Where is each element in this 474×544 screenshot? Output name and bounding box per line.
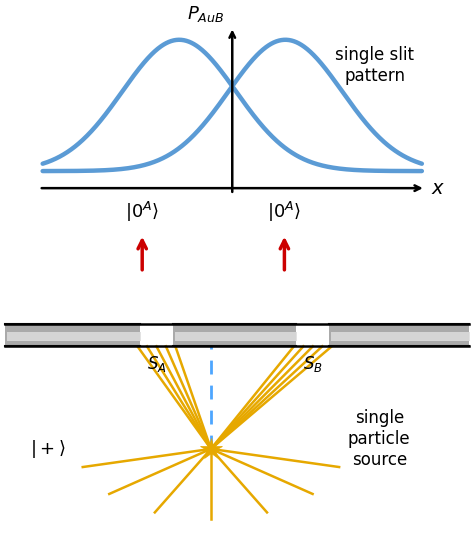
Bar xyxy=(175,332,297,341)
Text: $S_B$: $S_B$ xyxy=(303,354,323,374)
Text: $|0^A\rangle$: $|0^A\rangle$ xyxy=(125,200,159,224)
Text: single
particle
source: single particle source xyxy=(348,409,410,469)
Bar xyxy=(5,324,140,347)
Bar xyxy=(329,324,469,347)
Bar xyxy=(7,332,141,341)
Text: $S_A$: $S_A$ xyxy=(146,354,166,374)
Bar xyxy=(173,324,296,347)
Text: $P_{AuB}$: $P_{AuB}$ xyxy=(187,4,225,24)
Text: single slit
pattern: single slit pattern xyxy=(335,46,414,85)
Text: $|0^A\rangle$: $|0^A\rangle$ xyxy=(267,200,301,224)
Text: x: x xyxy=(431,178,443,197)
Text: $|+\rangle$: $|+\rangle$ xyxy=(29,438,65,460)
Bar xyxy=(331,332,470,341)
